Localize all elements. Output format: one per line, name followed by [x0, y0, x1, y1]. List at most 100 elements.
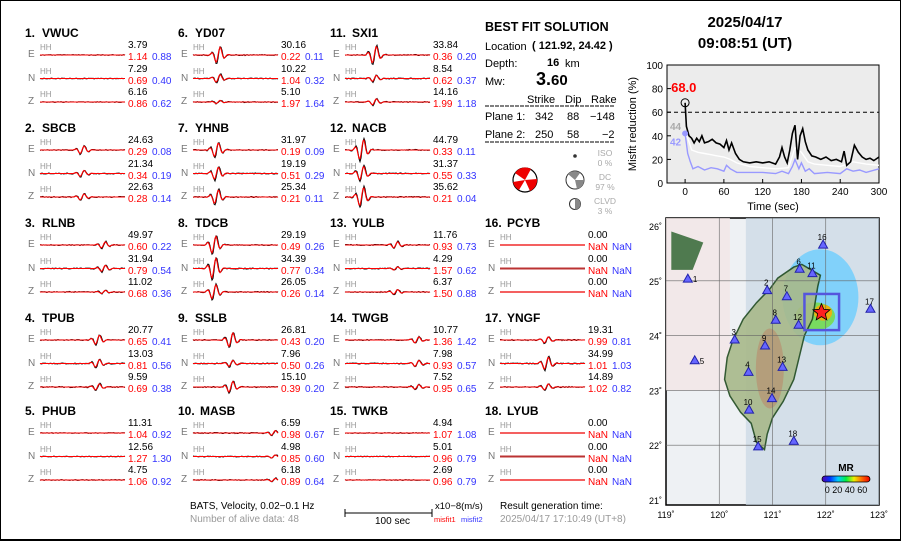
station-map-label: 8	[772, 308, 777, 317]
misfit2-value: 0.04	[457, 194, 477, 205]
synthetic-trace	[40, 264, 125, 272]
component-label: E	[181, 239, 188, 250]
amplitude-value: 15.10	[281, 372, 307, 383]
component-label: N	[488, 450, 496, 462]
band-label: HH	[345, 161, 357, 171]
misfit1-value: 1.50	[433, 289, 453, 300]
misfit2-value: 0.29	[305, 170, 325, 182]
mw-value: 3.60	[536, 69, 568, 90]
station-map-label: 18	[788, 429, 797, 438]
misfit1-value: 1.97	[281, 99, 301, 110]
amplitude-value: 4.29	[433, 253, 453, 265]
misfit1-value: 0.65	[128, 337, 148, 348]
misfit2-value: 0.81	[612, 337, 632, 348]
synthetic-trace	[40, 193, 125, 201]
synthetic-trace	[193, 235, 278, 255]
band-label: HH	[193, 43, 205, 52]
component-label: Z	[181, 381, 188, 392]
synthetic-trace	[40, 145, 125, 155]
station-map-label: 7	[784, 285, 789, 294]
band-label: HH	[193, 280, 205, 289]
misfit1-value: 0.43	[281, 337, 301, 348]
component-label: E	[28, 427, 35, 438]
y-tick-label: 0	[657, 179, 663, 190]
misfit1-value: 1.36	[433, 337, 453, 348]
amplitude-value: 30.16	[281, 40, 307, 51]
component-label: E	[28, 334, 35, 345]
misfit2-value: 0.09	[305, 147, 325, 158]
station-number: 15.	[330, 404, 347, 418]
amplitude-value: 24.63	[128, 135, 154, 146]
amplitude-value: 4.98	[281, 441, 301, 453]
component-label: Z	[28, 381, 35, 392]
component-label: E	[181, 144, 188, 155]
band-label: HH	[193, 256, 205, 266]
band-label: HH	[500, 280, 512, 289]
component-label: N	[333, 167, 341, 179]
misfit1-value: 0.19	[281, 147, 301, 158]
alive-count: Number of alive data: 48	[190, 514, 299, 525]
series-line-median	[684, 130, 880, 170]
misfit1-value: 0.69	[128, 384, 148, 395]
band-label: HH	[193, 468, 205, 477]
clvd-icon	[569, 198, 581, 210]
band-label: HH	[40, 256, 52, 266]
amplitude-value: 11.02	[128, 277, 153, 288]
misfit2-legend: misfit2	[461, 515, 483, 524]
synthetic-trace	[345, 98, 430, 106]
synthetic-trace	[193, 283, 278, 300]
amplitude-value: 5.10	[281, 87, 301, 98]
band-label: HH	[40, 468, 52, 477]
station-map-label: 5	[700, 357, 705, 366]
iso-icon	[573, 154, 577, 158]
synthetic-trace	[193, 430, 279, 436]
misfit2-value: 0.92	[152, 430, 172, 441]
station-name: PHUB	[42, 404, 77, 418]
band-label: HH	[40, 90, 52, 99]
component-label: E	[488, 427, 495, 438]
misfit2-value: 1.64	[305, 99, 325, 110]
misfit2-value: 0.60	[305, 453, 325, 465]
band-label: HH	[193, 161, 205, 171]
misfit2-value: NaN	[612, 242, 633, 253]
station-number: 9.	[178, 311, 189, 325]
plane2-dip: 58	[567, 129, 580, 141]
band-label: HH	[193, 66, 205, 76]
lon-tick-label: 122˚	[817, 510, 835, 520]
misfit2-value: 0.11	[305, 52, 324, 63]
misfit2-value: 0.11	[457, 147, 476, 158]
misfit2-value: 0.38	[152, 384, 172, 395]
synthetic-trace	[345, 139, 430, 160]
synthetic-trace	[40, 169, 125, 177]
band-label: HH	[193, 328, 205, 337]
plane2-strike: 250	[535, 129, 554, 141]
x-tick-label: 0	[682, 187, 688, 198]
amplitude-value: 19.19	[281, 158, 307, 170]
band-label: HH	[500, 256, 512, 266]
band-label: HH	[345, 375, 357, 384]
station-name: YD07	[195, 26, 226, 40]
component-label: E	[28, 49, 35, 60]
component-label: E	[181, 427, 188, 438]
band-label: HH	[500, 421, 512, 430]
station-name: YULB	[352, 216, 385, 230]
amplitude-value: 0.00	[588, 253, 608, 265]
synthetic-trace	[40, 289, 125, 294]
amplitude-value: 35.62	[433, 182, 459, 193]
misfit1-value: 1.99	[433, 99, 453, 110]
misfit1-value: 0.69	[128, 75, 148, 87]
station-name: NACB	[352, 121, 387, 135]
x-tick-label: 120	[754, 187, 771, 198]
lon-tick-label: 121˚	[763, 510, 781, 520]
synthetic-trace	[193, 189, 278, 204]
misfit2-value: 0.33	[457, 170, 477, 182]
component-label: N	[333, 450, 341, 462]
component-label: Z	[28, 191, 35, 202]
lat-tick-label: 26˚	[649, 222, 662, 232]
x-tick-label: 300	[871, 187, 888, 198]
station-triangle-icon	[682, 273, 694, 283]
plane1-dip: 88	[567, 111, 580, 123]
epicenter-star-icon	[811, 302, 831, 321]
station-name: LYUB	[507, 404, 539, 418]
